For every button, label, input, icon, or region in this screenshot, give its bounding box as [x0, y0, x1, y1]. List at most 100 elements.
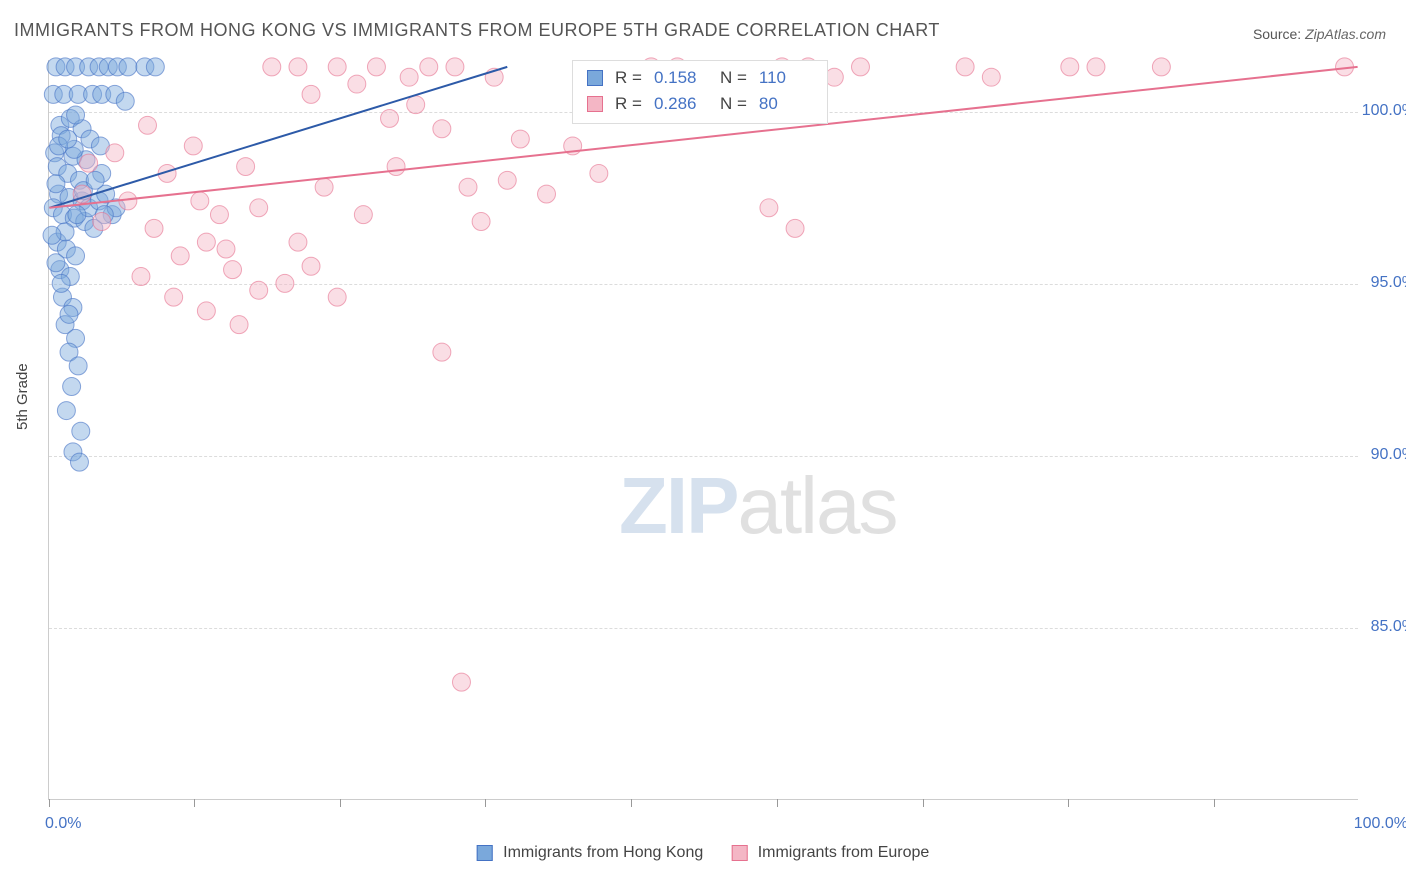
data-point — [420, 58, 438, 76]
r-label: R = — [615, 91, 642, 117]
data-point — [68, 206, 86, 224]
legend-item-eu: Immigrants from Europe — [731, 844, 929, 862]
data-point — [224, 261, 242, 279]
data-point — [47, 254, 65, 272]
data-point — [43, 226, 61, 244]
x-axis-max-label: 100.0% — [1354, 815, 1406, 833]
data-point — [381, 109, 399, 127]
x-tick — [340, 799, 341, 807]
data-point — [459, 178, 477, 196]
data-point — [72, 422, 90, 440]
x-tick — [777, 799, 778, 807]
stats-legend: R = 0.158 N = 110 R = 0.286 N = 80 — [572, 60, 828, 124]
data-point — [52, 274, 70, 292]
data-point — [171, 247, 189, 265]
data-point — [328, 58, 346, 76]
data-point — [145, 219, 163, 237]
chart-title: IMMIGRANTS FROM HONG KONG VS IMMIGRANTS … — [14, 20, 940, 41]
n-label: N = — [720, 91, 747, 117]
y-tick-label: 90.0% — [1371, 446, 1406, 464]
data-point — [1087, 58, 1105, 76]
data-point — [1152, 58, 1170, 76]
data-point — [69, 357, 87, 375]
scatter-svg — [49, 60, 1358, 799]
y-tick-label: 100.0% — [1362, 102, 1406, 120]
data-point — [825, 68, 843, 86]
legend-label-eu: Immigrants from Europe — [758, 844, 930, 861]
data-point — [93, 213, 111, 231]
data-point — [217, 240, 235, 258]
data-point — [80, 154, 98, 172]
legend-item-hk: Immigrants from Hong Kong — [477, 844, 704, 862]
data-point — [250, 281, 268, 299]
data-point — [237, 158, 255, 176]
data-point — [760, 199, 778, 217]
data-point — [197, 302, 215, 320]
data-point — [354, 206, 372, 224]
data-point — [302, 85, 320, 103]
x-axis-min-label: 0.0% — [45, 815, 81, 833]
x-tick — [1068, 799, 1069, 807]
data-point — [132, 268, 150, 286]
data-point — [367, 58, 385, 76]
data-point — [387, 158, 405, 176]
data-point — [210, 206, 228, 224]
data-point — [86, 171, 104, 189]
r-value-eu: 0.286 — [654, 91, 708, 117]
data-point — [67, 106, 85, 124]
data-point — [116, 92, 134, 110]
data-point — [407, 96, 425, 114]
data-point — [289, 58, 307, 76]
data-point — [106, 144, 124, 162]
data-point — [60, 305, 78, 323]
data-point — [57, 402, 75, 420]
n-value-hk: 110 — [759, 65, 813, 91]
source-value: ZipAtlas.com — [1305, 26, 1386, 42]
data-point — [191, 192, 209, 210]
data-point — [400, 68, 418, 86]
data-point — [315, 178, 333, 196]
data-point — [956, 58, 974, 76]
data-point — [119, 58, 137, 76]
legend-swatch-eu — [731, 845, 747, 861]
swatch-europe — [587, 96, 603, 112]
stats-row-hk: R = 0.158 N = 110 — [587, 65, 813, 91]
data-point — [1061, 58, 1079, 76]
r-value-hk: 0.158 — [654, 65, 708, 91]
data-point — [139, 116, 157, 134]
n-label: N = — [720, 65, 747, 91]
data-point — [446, 58, 464, 76]
swatch-hong-kong — [587, 70, 603, 86]
data-point — [590, 164, 608, 182]
data-point — [67, 247, 85, 265]
x-tick — [49, 799, 50, 807]
n-value-eu: 80 — [759, 91, 813, 117]
x-tick — [923, 799, 924, 807]
x-tick — [1214, 799, 1215, 807]
legend-swatch-hk — [477, 845, 493, 861]
data-point — [184, 137, 202, 155]
data-point — [328, 288, 346, 306]
x-tick — [631, 799, 632, 807]
data-point — [982, 68, 1000, 86]
data-point — [851, 58, 869, 76]
data-point — [348, 75, 366, 93]
data-point — [498, 171, 516, 189]
y-tick-label: 95.0% — [1371, 274, 1406, 292]
data-point — [472, 213, 490, 231]
y-axis-label: 5th Grade — [14, 363, 31, 430]
data-point — [289, 233, 307, 251]
data-point — [165, 288, 183, 306]
data-point — [263, 58, 281, 76]
y-tick-label: 85.0% — [1371, 618, 1406, 636]
legend-label-hk: Immigrants from Hong Kong — [503, 844, 703, 861]
x-tick — [194, 799, 195, 807]
data-point — [70, 453, 88, 471]
data-point — [433, 343, 451, 361]
data-point — [230, 316, 248, 334]
data-point — [511, 130, 529, 148]
plot-area: 85.0%90.0%95.0%100.0% 0.0% 100.0% ZIPatl… — [48, 60, 1358, 800]
data-point — [146, 58, 164, 76]
source-label: Source: — [1253, 26, 1301, 42]
data-point — [786, 219, 804, 237]
